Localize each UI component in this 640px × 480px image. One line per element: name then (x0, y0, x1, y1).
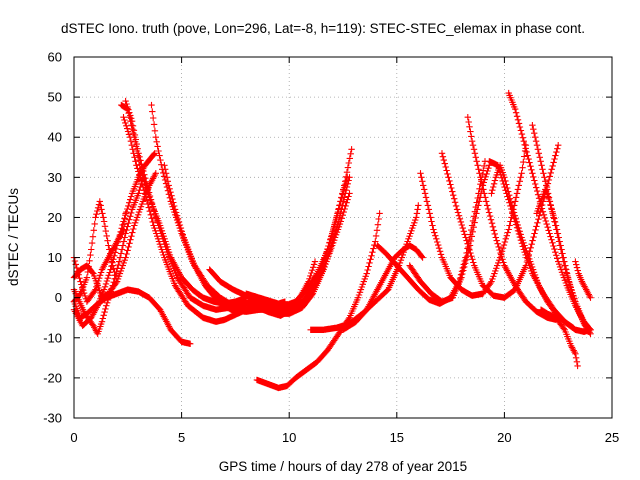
series-19 (339, 242, 426, 333)
series-10 (148, 101, 289, 315)
series-21 (406, 162, 493, 305)
y-tick-label: 40 (48, 130, 62, 145)
series-16 (251, 258, 319, 319)
series-markers (488, 162, 577, 331)
series-7 (118, 101, 250, 307)
series-markers (161, 162, 295, 313)
series-30 (537, 306, 581, 370)
x-tick-label: 10 (282, 430, 296, 445)
y-tick-label: 0 (55, 290, 62, 305)
series-markers (206, 146, 355, 309)
series-11 (161, 162, 295, 313)
y-tick-label: -10 (43, 330, 62, 345)
chart-title: dSTEC Iono. truth (pove, Lon=296, Lat=-8… (61, 21, 585, 36)
x-tick-label: 15 (390, 430, 404, 445)
y-axis-label: dSTEC / TECUs (6, 188, 21, 286)
series-14 (243, 174, 353, 309)
series-markers (339, 242, 426, 333)
y-tick-label: 60 (48, 50, 62, 65)
series-markers (572, 258, 594, 301)
series-markers (148, 101, 289, 315)
series-17 (253, 210, 383, 392)
series-31 (572, 258, 594, 301)
series-markers (464, 114, 560, 323)
y-tick-label: 10 (48, 250, 62, 265)
series-markers (243, 174, 353, 309)
series-markers (253, 210, 383, 392)
x-tick-label: 25 (605, 430, 619, 445)
series-markers (529, 122, 594, 337)
x-axis-ticks: 0 5 10 15 20 25 (70, 57, 619, 445)
series-27 (488, 162, 577, 331)
series-markers (406, 162, 493, 305)
y-tick-label: -20 (43, 370, 62, 385)
y-tick-label: -30 (43, 411, 62, 426)
series-24 (464, 114, 560, 323)
y-tick-label: 20 (48, 210, 62, 225)
series-markers (417, 142, 530, 299)
series-markers (118, 101, 250, 307)
series-29 (529, 122, 594, 337)
series-markers (251, 258, 319, 319)
x-axis-label: GPS time / hours of day 278 of year 2015 (219, 459, 467, 474)
series-12 (206, 146, 355, 309)
x-tick-label: 20 (497, 430, 511, 445)
x-tick-label: 0 (70, 430, 77, 445)
y-tick-label: 30 (48, 170, 62, 185)
x-tick-label: 5 (178, 430, 185, 445)
series-markers (537, 306, 581, 370)
series-22 (417, 142, 530, 299)
y-tick-label: 50 (48, 90, 62, 105)
data-points (70, 89, 594, 392)
y-axis-ticks: -30 -20 -10 0 10 20 30 40 50 60 (43, 50, 612, 426)
plot-frame (73, 56, 613, 419)
